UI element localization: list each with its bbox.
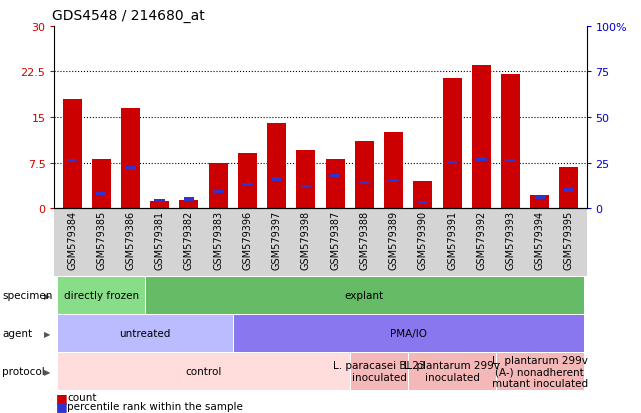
Bar [150,201,169,209]
Bar [330,174,340,178]
Bar [267,124,286,209]
Bar [563,189,574,192]
Bar [359,181,370,185]
Bar [67,160,78,163]
Bar [96,192,106,196]
Text: ■: ■ [56,391,67,404]
Bar [296,151,315,209]
Text: GDS4548 / 214680_at: GDS4548 / 214680_at [52,9,204,23]
Text: directly frozen: directly frozen [63,291,139,301]
Bar [301,185,311,188]
Bar [442,78,462,209]
Text: protocol: protocol [2,366,45,376]
Bar [63,100,81,209]
Bar [125,167,136,170]
Text: L. plantarum 299v
(A-) nonadherent
mutant inoculated: L. plantarum 299v (A-) nonadherent mutan… [492,355,588,388]
Text: specimen: specimen [2,291,53,301]
Text: untreated: untreated [119,328,171,339]
Bar [326,160,345,209]
Text: explant: explant [345,291,384,301]
Bar [530,195,549,209]
Bar [417,202,428,205]
Text: percentile rank within the sample: percentile rank within the sample [67,401,243,411]
Bar [209,163,228,209]
Text: ▶: ▶ [44,291,50,300]
Bar [535,196,545,199]
Bar [242,183,253,187]
Text: agent: agent [2,328,32,339]
Bar [271,178,282,181]
Bar [213,190,224,194]
Text: PMA/IO: PMA/IO [390,328,427,339]
Text: ■: ■ [56,399,67,412]
Text: L. paracasei BL23
inoculated: L. paracasei BL23 inoculated [333,361,425,382]
Bar [447,161,457,165]
Bar [238,154,257,209]
Bar [413,181,432,209]
Bar [92,160,111,209]
Bar [476,158,487,161]
Text: ▶: ▶ [44,367,50,376]
Bar [505,160,516,163]
Bar [121,109,140,209]
Bar [154,199,165,203]
Text: count: count [67,392,97,402]
Bar [355,142,374,209]
Bar [384,133,403,209]
Bar [388,180,399,183]
Bar [184,198,194,201]
Text: L. plantarum 299v
inoculated: L. plantarum 299v inoculated [404,361,500,382]
Bar [560,167,578,209]
Bar [501,75,520,209]
Bar [472,66,491,209]
Text: control: control [185,366,222,376]
Bar [179,201,199,209]
Text: ▶: ▶ [44,329,50,338]
